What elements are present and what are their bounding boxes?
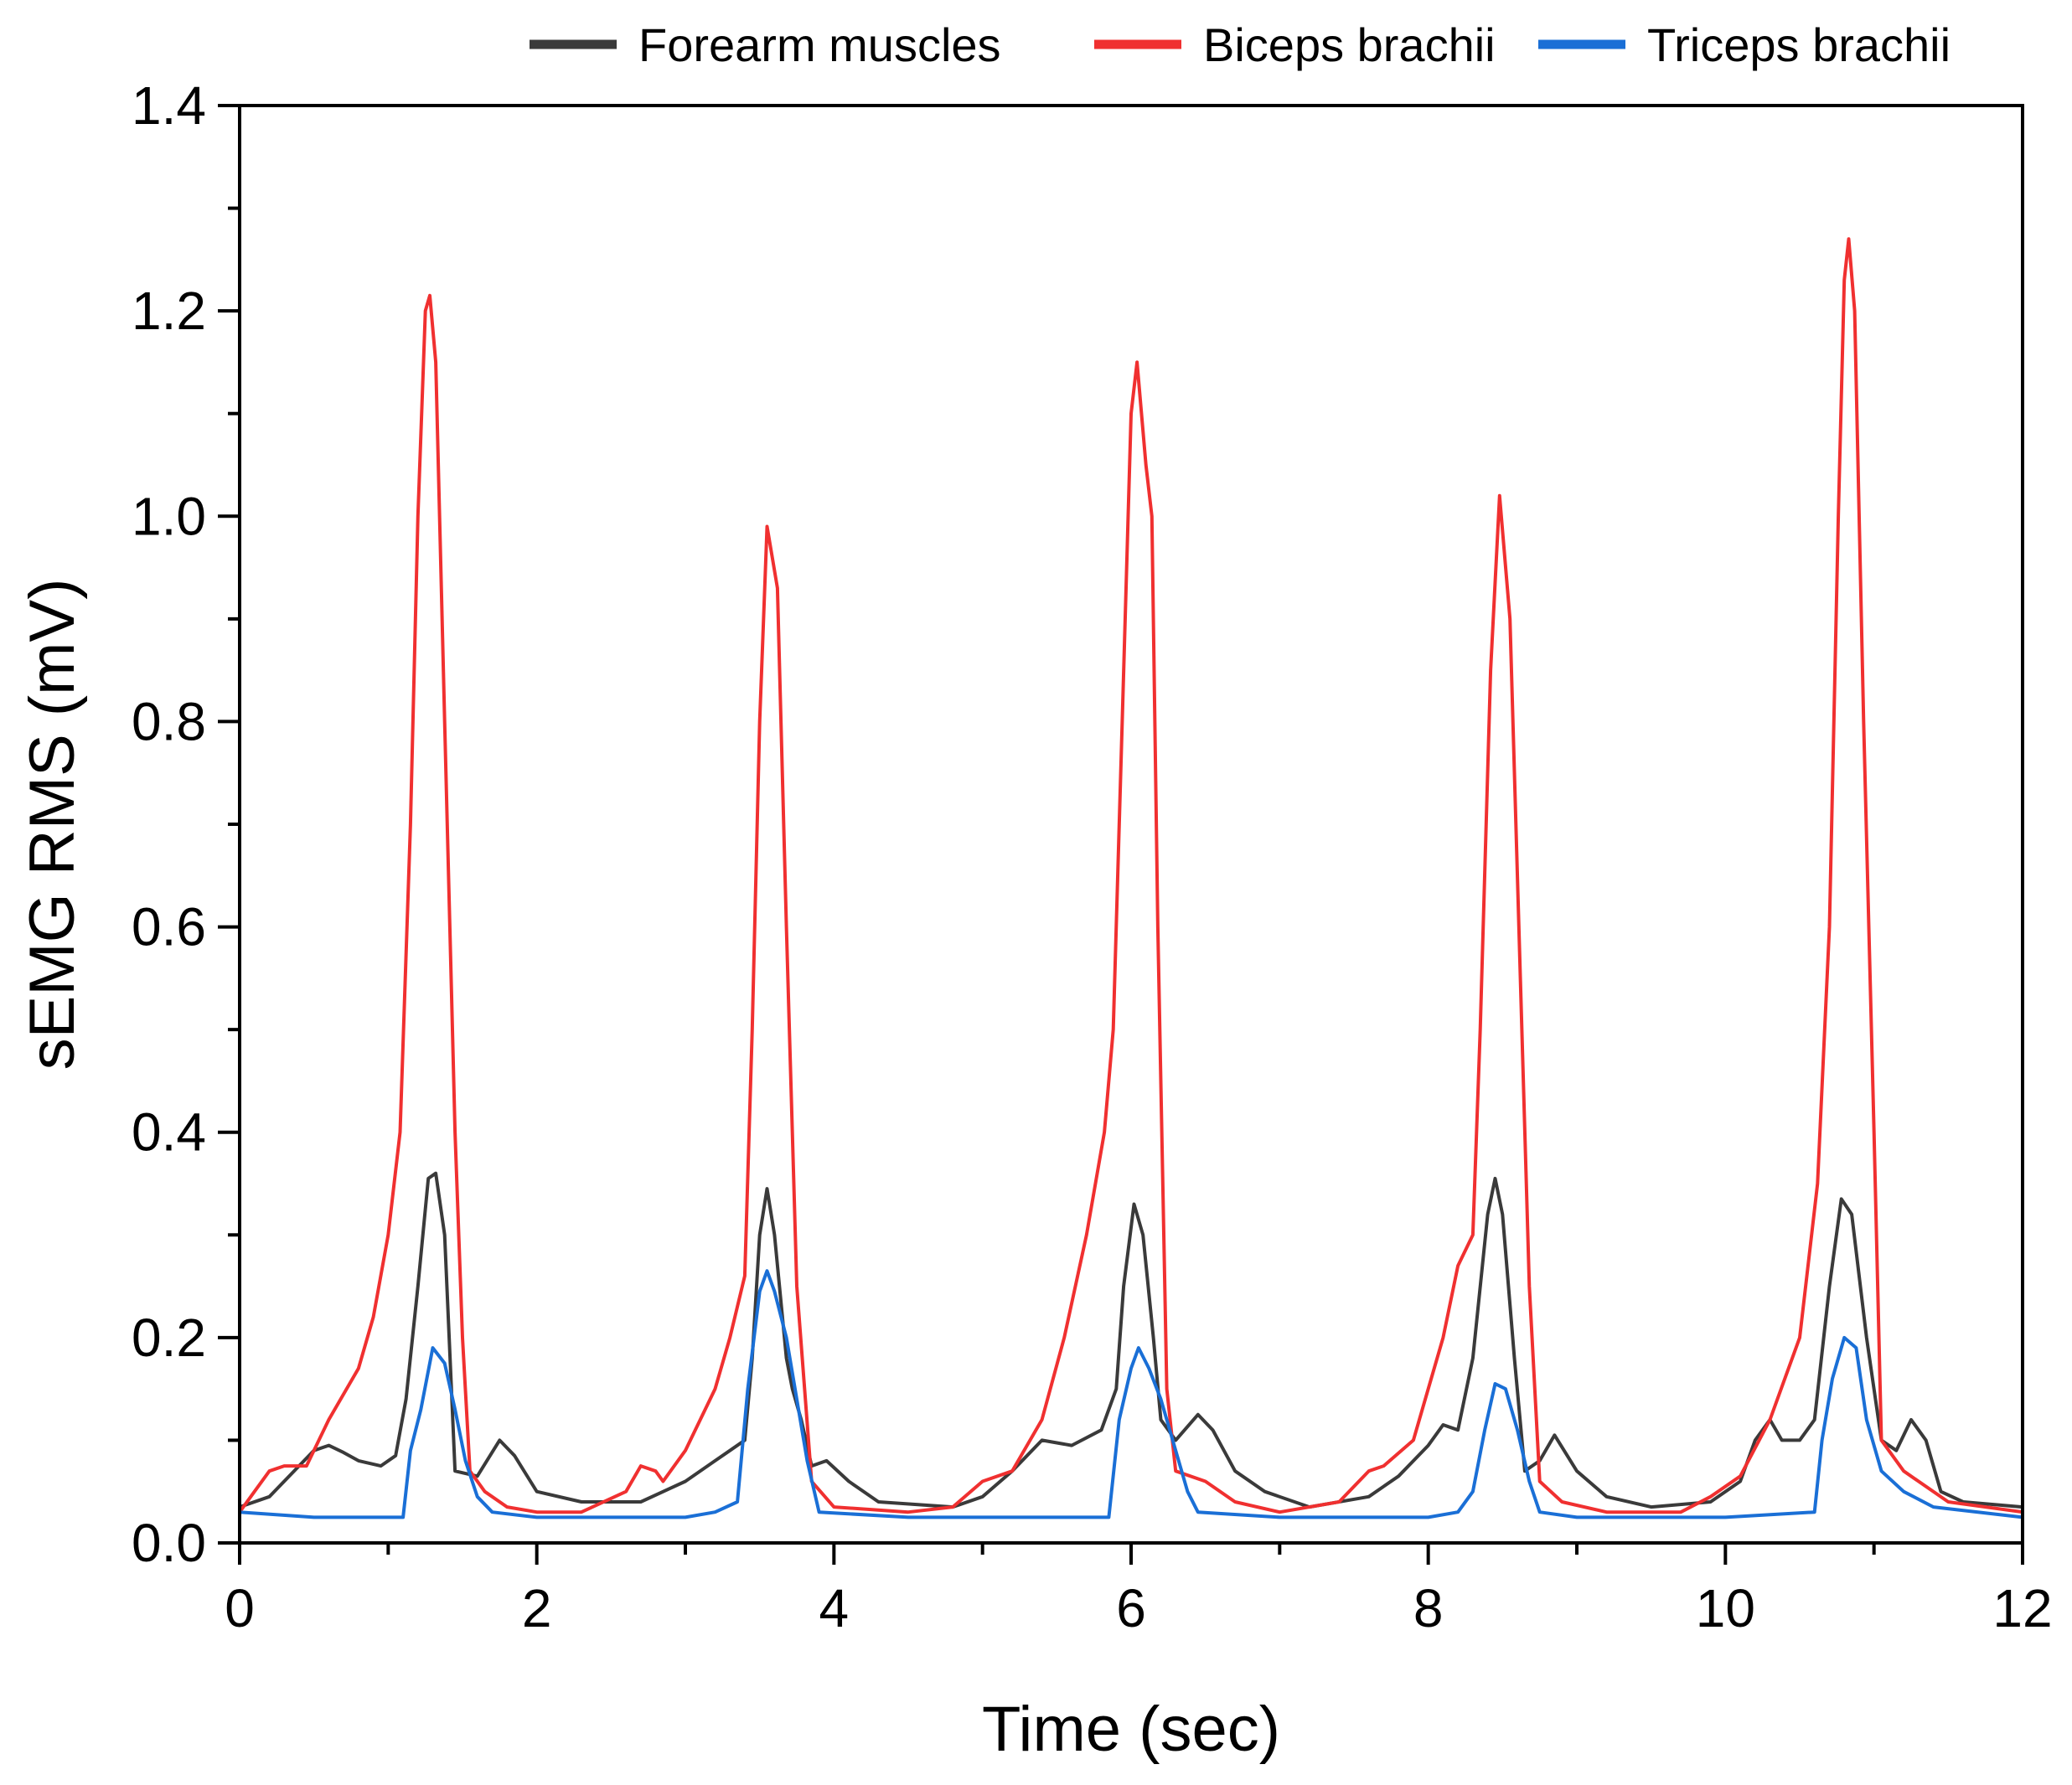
- x-tick-label: 0: [225, 1578, 255, 1638]
- plot-frame: [238, 104, 2024, 1545]
- y-tick-label: 0.4: [132, 1102, 206, 1163]
- legend-label-biceps-brachii: Biceps brachii: [1203, 18, 1496, 71]
- y-axis-title: sEMG RMS (mV): [17, 579, 88, 1070]
- x-tick-label: 12: [1992, 1578, 2052, 1638]
- series-line-forearm-muscles: [240, 1171, 2023, 1509]
- y-tick-label: 0.6: [132, 897, 206, 957]
- y-tick-label: 1.4: [132, 75, 206, 136]
- legend: Forearm muscles Biceps brachii Triceps b…: [530, 18, 1951, 71]
- y-tick-label: 0.0: [132, 1513, 206, 1573]
- y-tick-label: 1.2: [132, 281, 206, 341]
- x-tick-label: 6: [1116, 1578, 1146, 1638]
- y-tick-label: 1.0: [132, 486, 206, 546]
- series-layer: [240, 237, 2023, 1519]
- legend-label-forearm-muscles: Forearm muscles: [638, 18, 1001, 71]
- x-axis-title: Time (sec): [982, 1694, 1280, 1765]
- x-tick-label: 2: [522, 1578, 552, 1638]
- x-axis: 0 2 4 6 8 10 12: [225, 1543, 2053, 1638]
- x-tick-label: 10: [1696, 1578, 1755, 1638]
- y-axis: 0.0 0.2 0.4 0.6 0.8 1.0 1.2 1.4: [132, 75, 240, 1573]
- y-tick-label: 0.2: [132, 1308, 206, 1368]
- legend-label-triceps-brachii: Triceps brachii: [1647, 18, 1951, 71]
- series-line-biceps-brachii: [240, 237, 2023, 1514]
- x-tick-label: 4: [819, 1578, 850, 1638]
- x-tick-label: 8: [1413, 1578, 1444, 1638]
- y-tick-label: 0.8: [132, 691, 206, 751]
- series-line-triceps-brachii: [240, 1269, 2023, 1519]
